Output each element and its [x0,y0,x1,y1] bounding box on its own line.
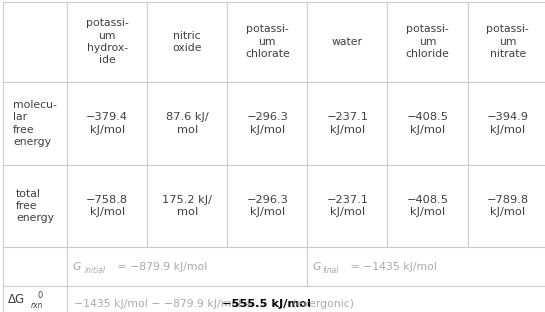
Text: nitric
oxide: nitric oxide [172,31,202,53]
Bar [3,2,67,82]
Text: final: final [323,266,339,275]
Bar [3,82,67,165]
Text: −237.1
kJ/mol: −237.1 kJ/mol [326,112,368,134]
Bar [307,82,387,165]
Bar [227,2,307,82]
Bar [67,247,307,286]
Bar [3,286,67,312]
Text: 87.6 kJ/
mol: 87.6 kJ/ mol [166,112,209,134]
Text: 0: 0 [37,291,43,300]
Text: −758.8
kJ/mol: −758.8 kJ/mol [86,195,128,217]
Text: (exergonic): (exergonic) [289,299,354,309]
Bar [3,165,67,247]
Bar [147,82,227,165]
Bar [67,165,147,247]
Text: water: water [332,37,363,47]
Bar [387,2,468,82]
Text: −789.8
kJ/mol: −789.8 kJ/mol [487,195,529,217]
Bar [307,165,387,247]
Text: −555.5 kJ/mol: −555.5 kJ/mol [222,299,311,309]
Text: −296.3
kJ/mol: −296.3 kJ/mol [246,195,288,217]
Bar [147,165,227,247]
Bar [3,247,67,286]
Bar [67,82,147,165]
Text: ΔG: ΔG [8,293,25,306]
Bar [307,247,545,286]
Text: −379.4
kJ/mol: −379.4 kJ/mol [86,112,128,134]
Bar [468,165,545,247]
Text: 175.2 kJ/
mol: 175.2 kJ/ mol [162,195,212,217]
Bar [468,2,545,82]
Text: −237.1
kJ/mol: −237.1 kJ/mol [326,195,368,217]
Bar [67,2,147,82]
Bar [468,82,545,165]
Text: −296.3
kJ/mol: −296.3 kJ/mol [246,112,288,134]
Text: potassi-
um
chloride: potassi- um chloride [405,24,450,59]
Bar [387,82,468,165]
Text: G: G [72,261,81,272]
Text: molecu-
lar
free
energy: molecu- lar free energy [13,100,57,147]
Text: potassi-
um
nitrate: potassi- um nitrate [486,24,529,59]
Bar [147,2,227,82]
Text: G: G [313,261,321,272]
Text: rxn: rxn [31,301,44,310]
Text: −408.5
kJ/mol: −408.5 kJ/mol [407,112,449,134]
Bar [227,165,307,247]
Bar [307,2,387,82]
Text: = −1435 kJ/mol: = −1435 kJ/mol [347,261,437,272]
Bar [67,286,545,312]
Text: = −879.9 kJ/mol: = −879.9 kJ/mol [114,261,208,272]
Text: −408.5
kJ/mol: −408.5 kJ/mol [407,195,449,217]
Text: potassi-
um
hydrox-
ide: potassi- um hydrox- ide [86,18,129,66]
Text: −394.9
kJ/mol: −394.9 kJ/mol [487,112,529,134]
Bar [387,165,468,247]
Text: total
free
energy: total free energy [16,189,54,223]
Text: initial: initial [84,266,106,275]
Text: −1435 kJ/mol − −879.9 kJ/mol =: −1435 kJ/mol − −879.9 kJ/mol = [74,299,257,309]
Text: potassi-
um
chlorate: potassi- um chlorate [245,24,290,59]
Bar [227,82,307,165]
